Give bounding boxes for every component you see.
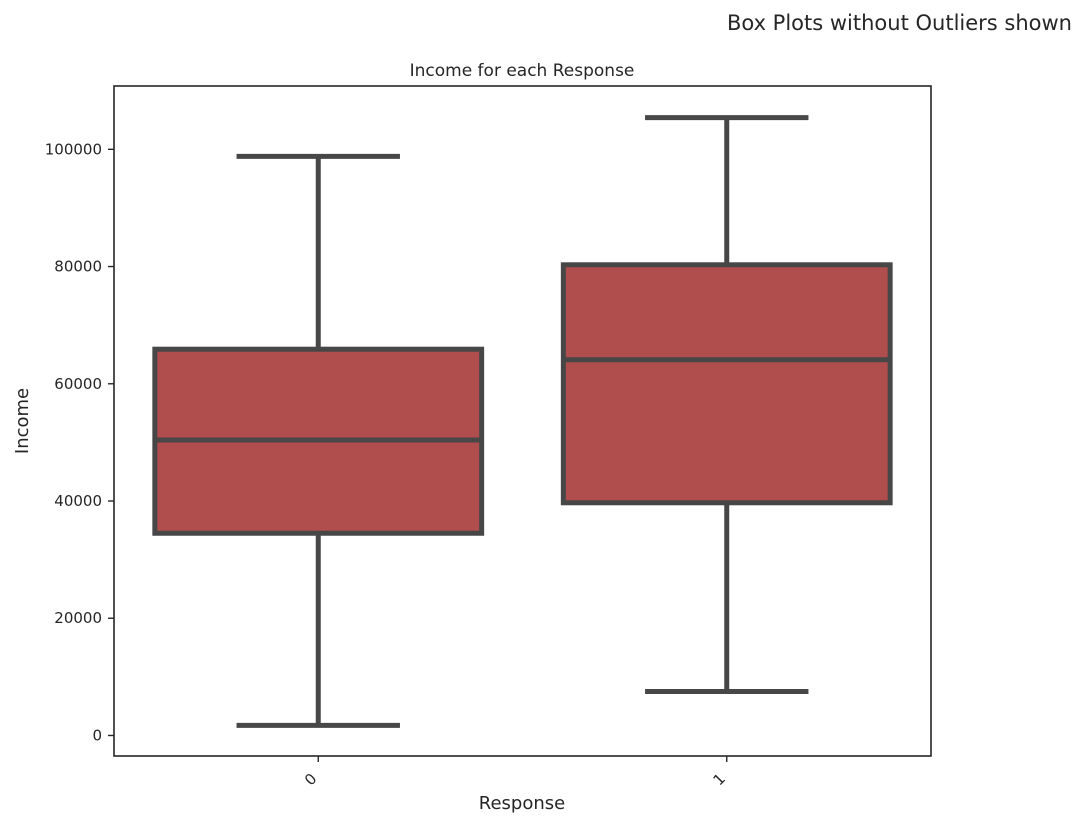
x-tick-label: 0	[301, 770, 320, 789]
y-tick-label: 60000	[54, 375, 102, 393]
plot-area	[152, 115, 893, 728]
chart-title: Income for each Response	[410, 61, 635, 81]
box-group-1	[560, 115, 893, 695]
y-tick-label: 0	[92, 726, 102, 744]
axes-frame	[113, 85, 932, 757]
x-axis-label: Response	[479, 793, 565, 814]
y-tick-label: 100000	[45, 140, 102, 158]
y-tick-label: 40000	[54, 492, 102, 510]
box-group-0	[152, 153, 485, 728]
figure-suptitle: Box Plots without Outliers shown	[727, 11, 1072, 35]
y-tick-label: 80000	[54, 258, 102, 276]
box-iqr	[560, 262, 893, 506]
y-tick-label: 20000	[54, 609, 102, 627]
y-axis-label: Income	[12, 388, 33, 454]
x-tick-label: 1	[709, 770, 728, 789]
y-axis: 0 20000 40000 60000 80000 100000	[45, 140, 114, 744]
